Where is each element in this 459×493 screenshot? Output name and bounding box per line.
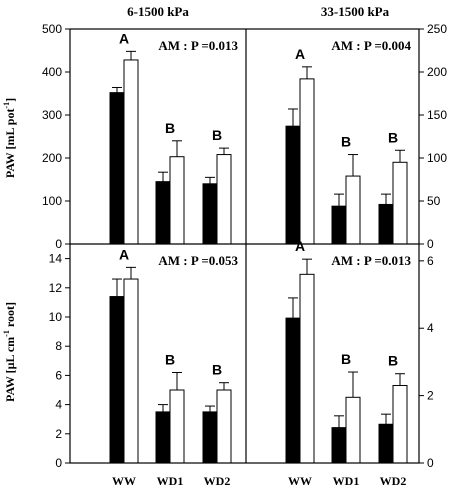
- bar-filled: [378, 203, 394, 245]
- bar-open: [216, 389, 232, 464]
- y-tick-label: 400: [42, 65, 62, 79]
- bar-filled: [285, 125, 301, 245]
- significance-letter: B: [341, 351, 351, 367]
- y-tick-label: 6: [55, 368, 62, 382]
- y-tick-label: 0: [55, 456, 62, 470]
- category-label: WD2: [204, 474, 231, 488]
- y-tick-label: 200: [42, 151, 62, 165]
- bar-open: [123, 278, 139, 464]
- plot-frame: [69, 28, 420, 464]
- y-tick-label: 250: [427, 22, 447, 36]
- y-tick-label: 8: [55, 339, 62, 353]
- panel-bottom-right: 0 2 4 6 A WW B WD1 B WD2 AM : P =0.013: [285, 238, 434, 488]
- bar-filled: [331, 205, 347, 245]
- bar-open: [392, 385, 408, 464]
- bar-open: [299, 78, 315, 245]
- significance-letter: B: [341, 134, 351, 150]
- bar-open: [123, 59, 139, 245]
- y-tick-label: 12: [49, 281, 63, 295]
- y-tick-label: 50: [427, 194, 441, 208]
- significance-letter: B: [165, 120, 175, 136]
- significance-letter: A: [295, 46, 305, 62]
- bar-open: [345, 175, 361, 245]
- y-tick-label: 500: [42, 22, 62, 36]
- bar-filled: [285, 317, 301, 464]
- annotation-am-p: AM : P =0.053: [158, 253, 238, 268]
- panel-top-right: 0 50 100 150 200 250 A B B AM : P =0.004: [285, 22, 447, 251]
- category-label: WW: [288, 474, 312, 488]
- significance-letter: B: [388, 129, 398, 145]
- y-tick-label: 6: [427, 254, 434, 268]
- panel-top-left: 0 100 200 300 400 500 A B B AM : P =0.013: [42, 22, 239, 251]
- y-tick-label: 100: [42, 194, 62, 208]
- y-tick-label: 2: [427, 389, 434, 403]
- significance-letter: B: [212, 362, 222, 378]
- category-label: WW: [112, 474, 136, 488]
- bar-filled: [109, 296, 125, 464]
- significance-letter: A: [119, 246, 129, 262]
- bar-open: [216, 154, 232, 245]
- y-tick-label: 14: [49, 252, 63, 266]
- y-tick-label: 0: [427, 237, 434, 251]
- bar-open: [299, 273, 315, 464]
- title-left-column: 6-1500 kPa: [127, 4, 189, 19]
- y-tick-label: 100: [427, 151, 447, 165]
- y-tick-label: 4: [427, 321, 434, 335]
- significance-letter: B: [212, 127, 222, 143]
- annotation-am-p: AM : P =0.013: [331, 253, 411, 268]
- bar-filled: [155, 411, 171, 464]
- bar-open: [169, 389, 185, 464]
- significance-letter: B: [388, 353, 398, 369]
- bar-filled: [378, 423, 394, 464]
- bar-filled: [109, 92, 125, 245]
- y-tick-label: 150: [427, 108, 447, 122]
- y-tick-label: 300: [42, 108, 62, 122]
- category-label: WD1: [157, 474, 184, 488]
- bar-filled: [202, 183, 218, 245]
- y-tick-label: 4: [55, 398, 62, 412]
- bar-open: [345, 396, 361, 464]
- category-label: WD2: [380, 474, 407, 488]
- bar-filled: [202, 411, 218, 464]
- significance-letter: B: [165, 351, 175, 367]
- category-label: WD1: [333, 474, 360, 488]
- bar-open: [392, 161, 408, 245]
- title-right-column: 33-1500 kPa: [321, 4, 390, 19]
- ylabel-top: PAW [mL pot-1]: [2, 98, 17, 178]
- significance-letter: A: [119, 30, 129, 46]
- ylabel-bottom: PAW [µL cm-1 root]: [2, 302, 17, 402]
- bar-filled: [331, 427, 347, 464]
- y-tick-label: 0: [427, 456, 434, 470]
- y-tick-label: 10: [49, 310, 63, 324]
- annotation-am-p: AM : P =0.013: [158, 38, 238, 53]
- y-tick-label: 200: [427, 65, 447, 79]
- annotation-am-p: AM : P =0.004: [331, 38, 411, 53]
- y-tick-label: 0: [55, 237, 62, 251]
- significance-letter: A: [295, 238, 305, 254]
- y-tick-label: 2: [55, 427, 62, 441]
- bar-open: [169, 156, 185, 245]
- panel-bottom-left: 0 2 4 6 8 10 12 14 A WW B WD1 B WD2 AM : P =0.053: [49, 246, 239, 488]
- bar-filled: [155, 181, 171, 245]
